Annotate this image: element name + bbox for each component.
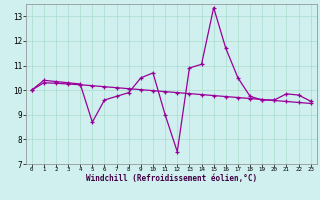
X-axis label: Windchill (Refroidissement éolien,°C): Windchill (Refroidissement éolien,°C)	[86, 174, 257, 183]
